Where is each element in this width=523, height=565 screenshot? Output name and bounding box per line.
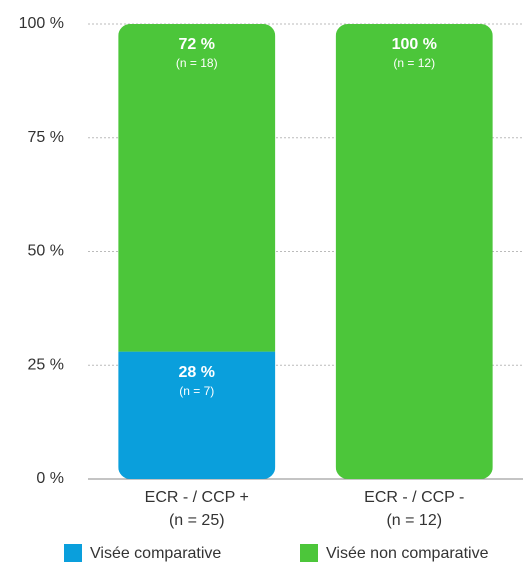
legend-swatch — [64, 544, 82, 562]
bar-group — [118, 24, 276, 479]
y-tick-label: 100 % — [19, 15, 64, 32]
x-tick-label: ECR - / CCP - — [364, 489, 464, 506]
legend-label: Visée comparative — [90, 545, 221, 562]
bar-group — [335, 24, 493, 479]
value-label: 72 % — [179, 36, 215, 53]
bar-segment — [335, 24, 493, 479]
bar-segment — [118, 351, 276, 479]
value-label: 28 % — [179, 364, 215, 381]
count-label: (n = 18) — [176, 56, 218, 70]
bar-segment — [118, 24, 276, 352]
value-label: 100 % — [392, 36, 437, 53]
legend-label: Visée non comparative — [326, 545, 489, 562]
x-tick-note: (n = 12) — [386, 512, 442, 529]
y-tick-label: 0 % — [36, 470, 64, 487]
legend-swatch — [300, 544, 318, 562]
count-label: (n = 7) — [179, 384, 214, 398]
x-tick-label: ECR - / CCP + — [145, 489, 249, 506]
y-tick-label: 25 % — [28, 356, 64, 373]
x-tick-note: (n = 25) — [169, 512, 225, 529]
y-tick-label: 75 % — [28, 129, 64, 146]
count-label: (n = 12) — [393, 56, 435, 70]
y-tick-label: 50 % — [28, 243, 64, 260]
